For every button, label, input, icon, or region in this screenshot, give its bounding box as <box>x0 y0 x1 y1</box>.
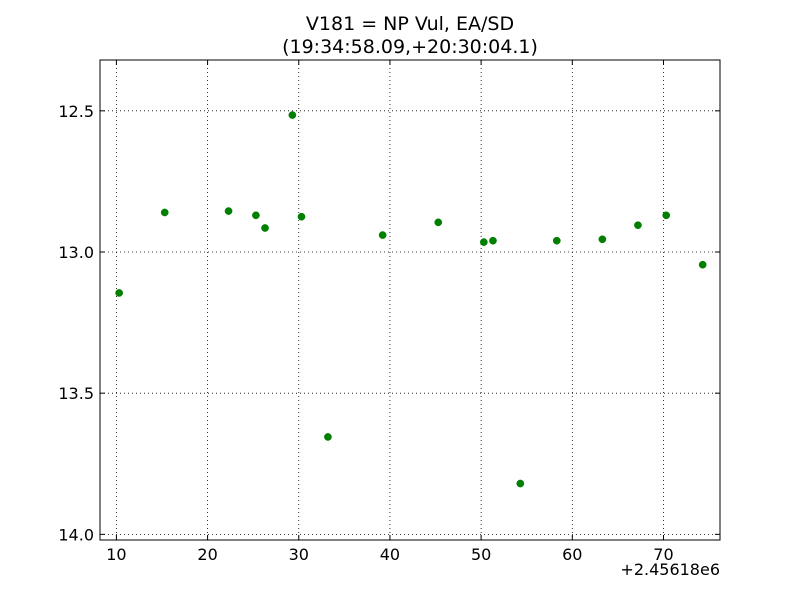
data-point <box>516 479 525 488</box>
tick-labels: 10 20 30 40 50 60 70 12.5 13.0 13.5 14.0 <box>58 102 673 564</box>
data-point <box>288 111 297 119</box>
data-point <box>480 238 488 246</box>
x-tick-label: 70 <box>653 545 673 564</box>
data-point <box>252 211 260 220</box>
x-tick-label: 50 <box>471 545 491 564</box>
y-tick-label: 13.0 <box>58 243 94 262</box>
x-axis-offset-label: +2.45618e6 <box>620 560 720 579</box>
data-point <box>552 236 561 245</box>
y-tick-label: 13.5 <box>58 384 94 403</box>
data-point <box>698 260 707 269</box>
y-tick-label: 12.5 <box>58 102 94 121</box>
data-point <box>662 211 671 220</box>
data-points <box>115 111 707 488</box>
data-point <box>261 224 269 232</box>
plot-area <box>100 60 720 540</box>
data-point <box>598 235 607 244</box>
x-tick-label: 10 <box>106 545 126 564</box>
data-point <box>324 433 332 441</box>
x-tick-label: 30 <box>289 545 309 564</box>
x-tick-label: 20 <box>197 545 217 564</box>
data-point <box>634 221 642 230</box>
axis-ticks <box>100 60 720 540</box>
data-point <box>297 212 306 221</box>
data-point <box>378 231 387 239</box>
x-tick-label: 60 <box>562 545 582 564</box>
chart-title-line-2: (19:34:58.09,+20:30:04.1) <box>282 36 538 58</box>
grid-lines <box>100 60 720 540</box>
data-point <box>489 236 497 245</box>
data-point <box>115 289 123 297</box>
data-point <box>160 208 169 217</box>
plot-frame <box>99 59 721 541</box>
x-tick-label: 40 <box>380 545 400 564</box>
data-point <box>434 218 443 227</box>
data-point <box>224 207 233 215</box>
chart-title-line-1: V181 = NP Vul, EA/SD <box>306 13 514 35</box>
y-tick-label: 14.0 <box>58 525 94 544</box>
